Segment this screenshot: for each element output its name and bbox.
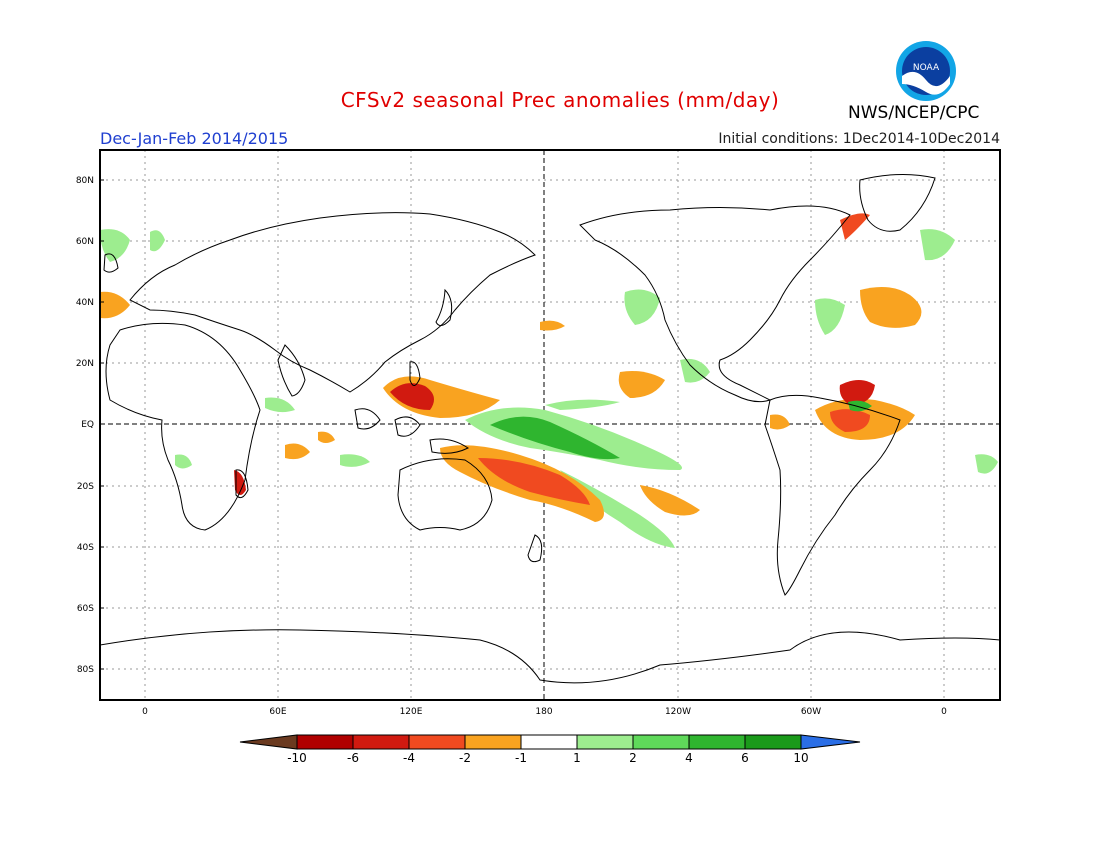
lon-label: 0 bbox=[142, 707, 148, 717]
lat-label: 60N bbox=[76, 237, 94, 247]
lat-label: 60S bbox=[77, 604, 94, 614]
colorbar-label: 10 bbox=[793, 751, 808, 765]
lat-ticks bbox=[100, 179, 104, 670]
agency-label: NWS/NCEP/CPC bbox=[848, 103, 980, 123]
lat-label: 20S bbox=[77, 482, 94, 492]
lon-label: 120W bbox=[665, 707, 691, 717]
lat-label: 40N bbox=[76, 298, 94, 308]
colorbar-label: -10 bbox=[287, 751, 307, 765]
colorbar-label: 4 bbox=[685, 751, 693, 765]
colorbar-label: -1 bbox=[515, 751, 527, 765]
colorbar-swatch bbox=[352, 734, 410, 750]
colorbar-label: -4 bbox=[403, 751, 415, 765]
colorbar-swatch bbox=[688, 734, 746, 750]
lon-label: 120E bbox=[400, 707, 423, 717]
period-label: Dec-Jan-Feb 2014/2015 bbox=[100, 129, 289, 148]
colorbar-arrow-high bbox=[800, 734, 861, 750]
colorbar-label: 1 bbox=[573, 751, 581, 765]
precip-anomaly-shading bbox=[100, 213, 998, 548]
colorbar-label: 6 bbox=[741, 751, 749, 765]
colorbar-swatch bbox=[632, 734, 690, 750]
colorbar-label: -6 bbox=[347, 751, 359, 765]
colorbar-swatch bbox=[464, 734, 522, 750]
lat-label: 40S bbox=[77, 543, 94, 553]
lon-label: 60W bbox=[801, 707, 821, 717]
initial-conditions-label: Initial conditions: 1Dec2014-10Dec2014 bbox=[718, 131, 1000, 147]
coastlines bbox=[100, 173, 1000, 684]
colorbar-swatch bbox=[520, 734, 578, 750]
lon-label: 60E bbox=[269, 707, 286, 717]
noaa-logo: NOAA bbox=[895, 40, 957, 102]
logo-text: NOAA bbox=[913, 63, 940, 73]
lat-label: 20N bbox=[76, 359, 94, 369]
colorbar-label: 2 bbox=[629, 751, 637, 765]
chart-title: CFSv2 seasonal Prec anomalies (mm/day) bbox=[340, 88, 780, 112]
colorbar-arrow-low bbox=[239, 734, 298, 750]
colorbar-swatch bbox=[408, 734, 466, 750]
lat-label: 80S bbox=[77, 665, 94, 675]
colorbar-swatch bbox=[296, 734, 354, 750]
colorbar-swatch bbox=[576, 734, 634, 750]
colorbar: -10 -6 -4 -2 -1 1 2 4 6 10 bbox=[239, 734, 861, 765]
map-border bbox=[99, 149, 1001, 701]
lon-label: 0 bbox=[941, 707, 947, 717]
lat-label: 80N bbox=[76, 176, 94, 186]
lat-label: EQ bbox=[81, 420, 94, 430]
lon-label: 180 bbox=[535, 707, 552, 717]
colorbar-label: -2 bbox=[459, 751, 471, 765]
colorbar-swatch bbox=[744, 734, 802, 750]
